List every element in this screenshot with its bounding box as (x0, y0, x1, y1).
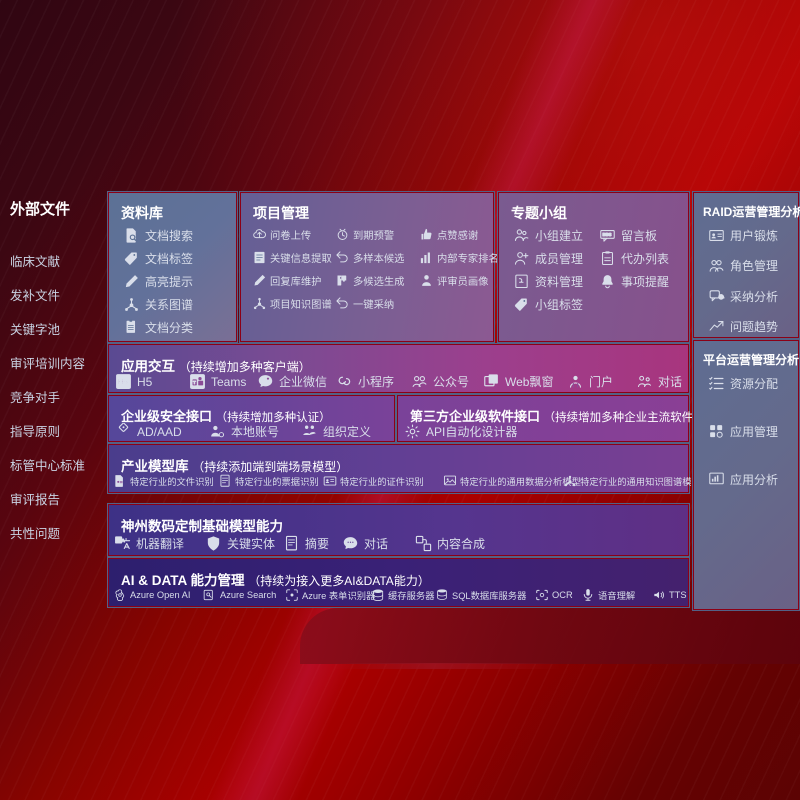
svg-text:BBS: BBS (603, 232, 612, 237)
svg-text:H5: H5 (118, 378, 129, 387)
svg-text:QA: QA (720, 295, 725, 299)
svg-text:A: A (211, 542, 216, 548)
svg-text:T: T (193, 380, 196, 385)
